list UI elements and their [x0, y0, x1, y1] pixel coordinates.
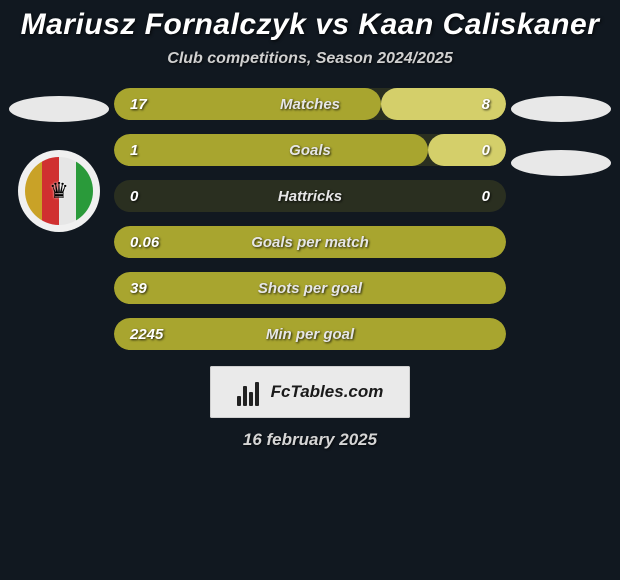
- value-left: 2245: [114, 326, 174, 343]
- stat-label: Matches: [174, 96, 446, 113]
- player-left-portrait: [9, 96, 109, 122]
- infographic-root: Mariusz Fornalczyk vs Kaan Caliskaner Cl…: [0, 0, 620, 450]
- value-right: 0: [446, 188, 506, 205]
- right-side: [508, 88, 614, 176]
- stat-label: Hattricks: [174, 188, 446, 205]
- stripe-4: [76, 157, 93, 225]
- value-left: 1: [114, 142, 174, 159]
- value-left: 39: [114, 280, 174, 297]
- stat-row: 0Hattricks0: [114, 180, 506, 212]
- stat-row: 17Matches8: [114, 88, 506, 120]
- player-right-portrait: [511, 96, 611, 122]
- value-left: 0.06: [114, 234, 174, 251]
- stat-label: Goals per match: [174, 234, 446, 251]
- stats-column: 17Matches81Goals00Hattricks00.06Goals pe…: [112, 88, 508, 350]
- club-left-badge: ♛: [18, 150, 100, 232]
- stat-row: 0.06Goals per match: [114, 226, 506, 258]
- brand-text: FcTables.com: [271, 382, 384, 402]
- value-right: 8: [446, 96, 506, 113]
- stat-row: 2245Min per goal: [114, 318, 506, 350]
- stat-label: Min per goal: [174, 326, 446, 343]
- stat-row: 1Goals0: [114, 134, 506, 166]
- value-left: 0: [114, 188, 174, 205]
- value-left: 17: [114, 96, 174, 113]
- left-side: ♛: [6, 88, 112, 232]
- crown-icon: ♛: [49, 178, 69, 204]
- date-text: 16 february 2025: [243, 430, 377, 450]
- main-area: ♛ 17Matches81Goals00Hattricks00.06Goals …: [0, 88, 620, 350]
- stripe-1: [25, 157, 42, 225]
- page-title: Mariusz Fornalczyk vs Kaan Caliskaner: [21, 8, 600, 42]
- brand-bars-icon: [237, 378, 265, 406]
- value-right: 0: [446, 142, 506, 159]
- club-right-badge: [511, 150, 611, 176]
- stat-label: Goals: [174, 142, 446, 159]
- subtitle: Club competitions, Season 2024/2025: [167, 50, 452, 68]
- stat-label: Shots per goal: [174, 280, 446, 297]
- brand-badge: FcTables.com: [210, 366, 410, 418]
- stat-row: 39Shots per goal: [114, 272, 506, 304]
